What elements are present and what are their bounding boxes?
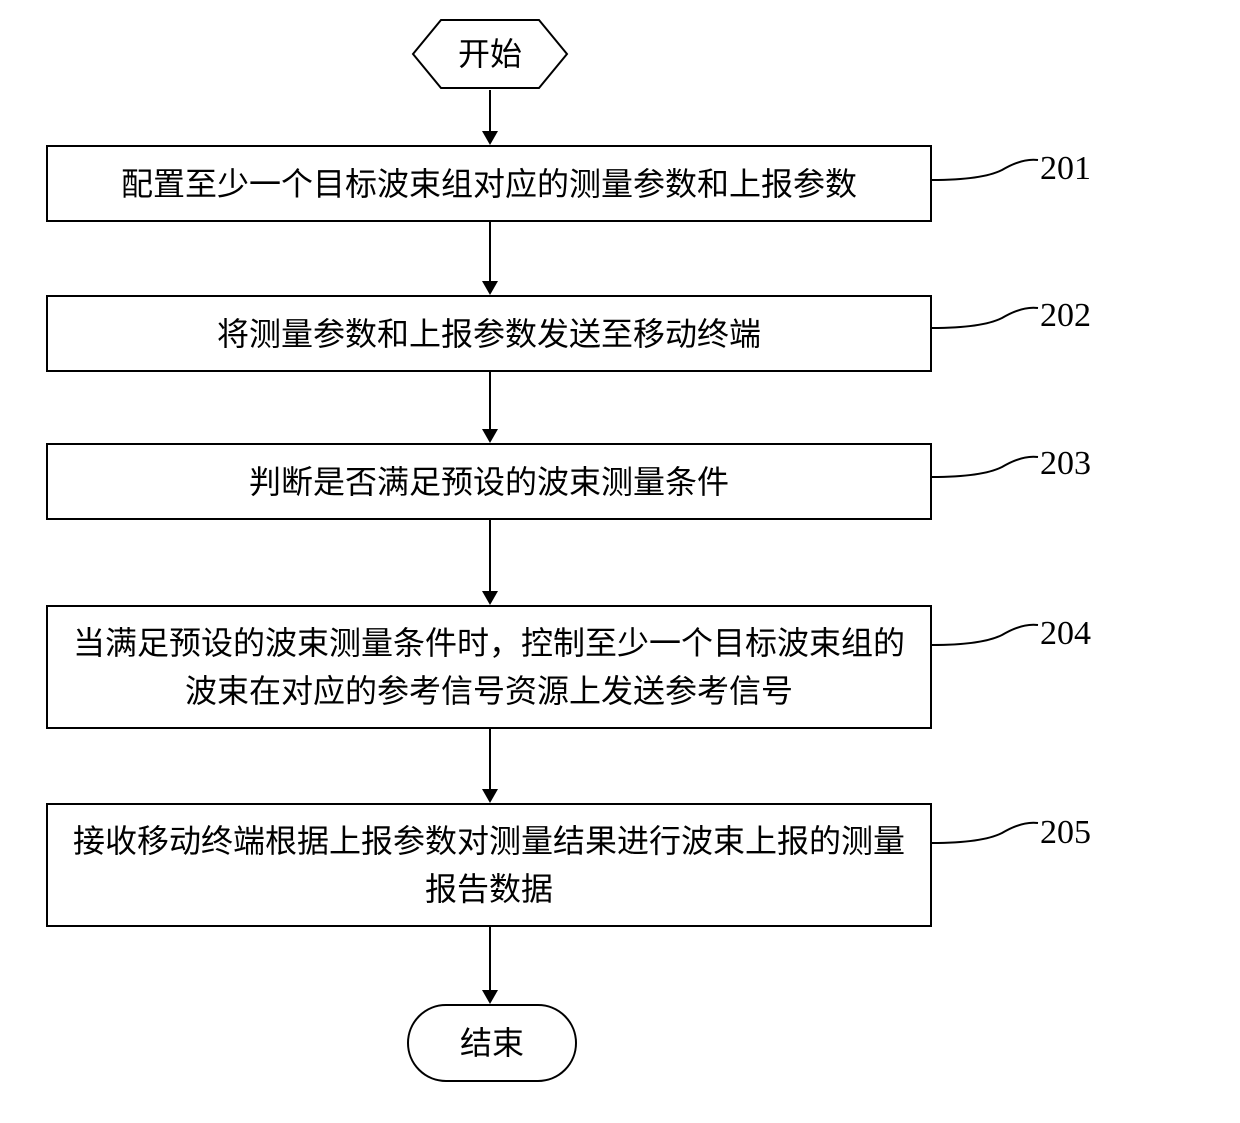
arrow-2 — [482, 281, 498, 295]
start-text: 开始 — [458, 30, 522, 78]
connector-5-end — [489, 927, 491, 990]
step-label-203: 203 — [1040, 445, 1091, 483]
end-text: 结束 — [460, 1019, 524, 1067]
step1-text: 配置至少一个目标波束组对应的测量参数和上报参数 — [121, 160, 857, 208]
arrow-3 — [482, 429, 498, 443]
arrow-end — [482, 990, 498, 1004]
step3-text: 判断是否满足预设的波束测量条件 — [249, 458, 729, 506]
step5-text: 接收移动终端根据上报参数对测量结果进行波束上报的测量报告数据 — [73, 817, 905, 913]
end-node: 结束 — [407, 1004, 577, 1082]
connector-2-3 — [489, 372, 491, 429]
label-curve-4 — [932, 605, 1040, 655]
connector-start-1 — [489, 90, 491, 131]
connector-1-2 — [489, 222, 491, 281]
step-label-201: 201 — [1040, 150, 1091, 188]
label-curve-3 — [932, 437, 1040, 487]
process-step-5: 接收移动终端根据上报参数对测量结果进行波束上报的测量报告数据 — [46, 803, 932, 927]
step-label-204: 204 — [1040, 615, 1091, 653]
arrow-5 — [482, 789, 498, 803]
label-curve-2 — [932, 288, 1040, 338]
process-step-1: 配置至少一个目标波束组对应的测量参数和上报参数 — [46, 145, 932, 222]
step-label-205: 205 — [1040, 814, 1091, 852]
label-curve-5 — [932, 803, 1040, 853]
flowchart-container: 开始 配置至少一个目标波束组对应的测量参数和上报参数 201 将测量参数和上报参… — [0, 0, 1240, 1123]
label-curve-1 — [932, 140, 1040, 190]
step-label-202: 202 — [1040, 297, 1091, 335]
start-node: 开始 — [411, 18, 569, 90]
process-step-3: 判断是否满足预设的波束测量条件 — [46, 443, 932, 520]
step4-text: 当满足预设的波束测量条件时，控制至少一个目标波束组的波束在对应的参考信号资源上发… — [73, 619, 905, 715]
arrow-1 — [482, 131, 498, 145]
step2-text: 将测量参数和上报参数发送至移动终端 — [217, 310, 761, 358]
process-step-4: 当满足预设的波束测量条件时，控制至少一个目标波束组的波束在对应的参考信号资源上发… — [46, 605, 932, 729]
process-step-2: 将测量参数和上报参数发送至移动终端 — [46, 295, 932, 372]
arrow-4 — [482, 591, 498, 605]
connector-4-5 — [489, 729, 491, 789]
connector-3-4 — [489, 520, 491, 591]
